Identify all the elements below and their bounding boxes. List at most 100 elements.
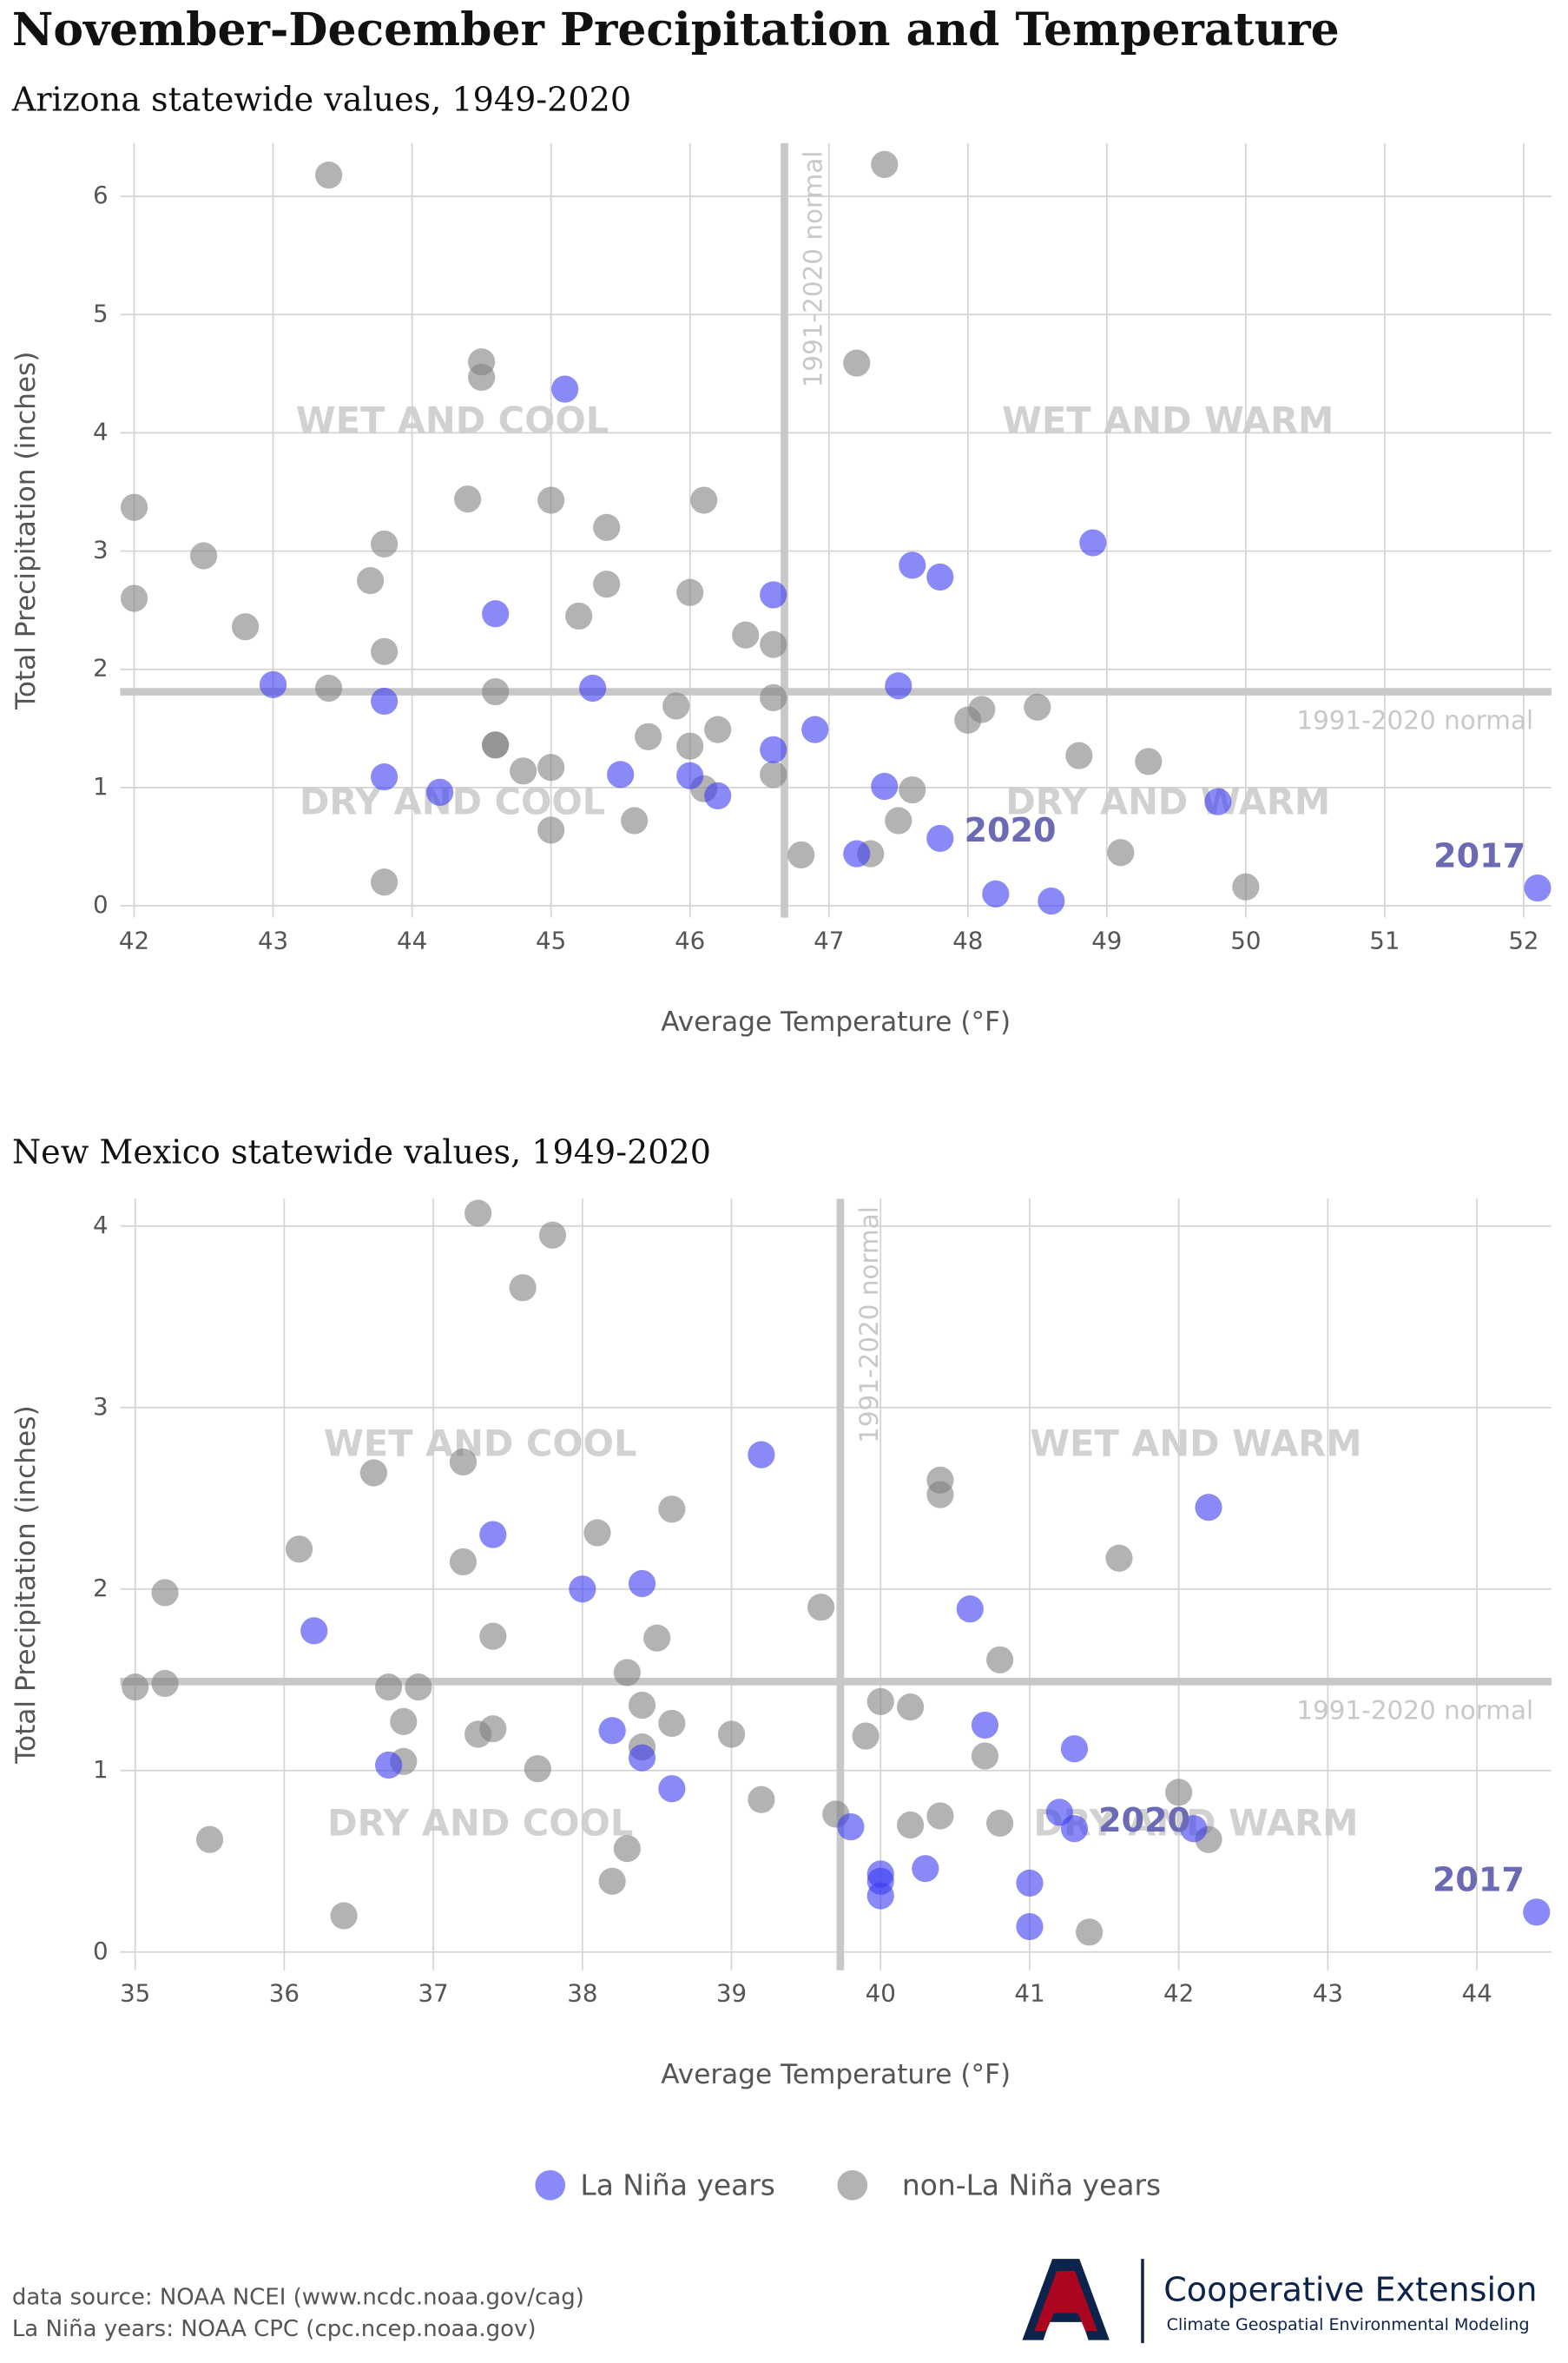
point <box>468 363 496 392</box>
point <box>871 772 899 801</box>
point <box>968 696 996 723</box>
point <box>259 670 287 698</box>
point <box>982 880 1010 908</box>
quadrant-label: WET AND WARM <box>1002 399 1334 442</box>
y-tick-label: 2 <box>93 1574 109 1602</box>
x-tick-label: 36 <box>269 1978 300 2007</box>
point <box>971 1711 999 1739</box>
source-note: data source: NOAA NCEI (www.ncdc.noaa.go… <box>12 2285 584 2311</box>
title: November-December Precipitation and Temp… <box>12 3 1340 56</box>
source-note: La Niña years: NOAA CPC (cpc.ncep.noaa.g… <box>12 2316 537 2342</box>
quadrant-label: WET AND WARM <box>1030 1422 1361 1464</box>
point <box>843 840 871 868</box>
point <box>482 600 510 628</box>
point <box>579 674 607 703</box>
x-tick-label: 37 <box>418 1978 449 2007</box>
point <box>628 1569 656 1598</box>
point <box>449 1448 478 1476</box>
point <box>628 1691 656 1719</box>
point <box>760 581 787 609</box>
x-tick-label: 49 <box>1091 926 1122 954</box>
point <box>1060 1815 1089 1843</box>
x-tick-label: 48 <box>952 926 983 954</box>
legend-marker <box>837 2169 868 2201</box>
point <box>662 692 690 720</box>
point <box>357 567 385 595</box>
point <box>926 1802 954 1830</box>
legend-marker <box>535 2169 566 2201</box>
point <box>482 677 510 706</box>
normal-label: 1991-2020 normal <box>1296 706 1533 736</box>
y-tick-label: 3 <box>93 536 109 564</box>
point-label: 2017 <box>1433 1861 1525 1899</box>
point <box>593 513 621 541</box>
point <box>405 1673 432 1701</box>
point <box>120 493 148 521</box>
point <box>189 542 218 570</box>
point <box>151 1579 179 1607</box>
x-tick-label: 44 <box>397 926 427 954</box>
point-label: 2020 <box>1098 1801 1190 1839</box>
point <box>643 1624 671 1652</box>
point <box>613 1835 641 1863</box>
point <box>120 584 148 612</box>
point <box>1523 1898 1551 1926</box>
x-tick-label: 52 <box>1508 926 1538 954</box>
legend-label: non-La Niña years <box>902 2168 1161 2202</box>
point <box>1079 529 1107 557</box>
logo-name: Cooperative Extension <box>1163 2271 1537 2309</box>
point <box>897 1811 925 1839</box>
point <box>658 1775 686 1803</box>
point <box>926 824 954 852</box>
point <box>375 1751 403 1779</box>
point <box>760 736 787 763</box>
point <box>899 551 926 579</box>
quadrant-label: WET AND COOL <box>296 399 609 442</box>
point <box>885 672 912 700</box>
point <box>1195 1494 1222 1521</box>
point <box>524 1755 551 1783</box>
x-tick-label: 39 <box>716 1978 747 2007</box>
legend: La Niña years non-La Niña years <box>535 2168 1161 2202</box>
x-tick-label: 50 <box>1230 926 1261 954</box>
point <box>371 637 399 665</box>
point <box>621 807 649 835</box>
point <box>986 1809 1014 1837</box>
point <box>1165 1779 1193 1806</box>
point <box>371 530 399 558</box>
point <box>912 1855 939 1883</box>
y-tick-label: 5 <box>93 299 109 327</box>
point <box>1180 1815 1208 1843</box>
point-label: 2017 <box>1433 836 1525 875</box>
y-tick-label: 0 <box>93 890 109 919</box>
point <box>509 1274 537 1302</box>
point <box>231 613 260 641</box>
x-tick-label: 45 <box>536 926 566 954</box>
point <box>986 1646 1014 1673</box>
point <box>371 687 399 716</box>
x-tick-label: 40 <box>866 1978 896 2007</box>
x-axis-label: Average Temperature (°F) <box>661 1007 1011 1038</box>
point <box>195 1825 224 1853</box>
x-tick-label: 38 <box>567 1978 597 2007</box>
point <box>371 868 399 896</box>
point <box>315 162 343 189</box>
normal-label: 1991-2020 normal <box>854 1206 884 1443</box>
point <box>658 1709 686 1738</box>
x-tick-label: 46 <box>675 926 705 954</box>
point <box>897 1693 925 1721</box>
y-tick-label: 1 <box>93 772 109 801</box>
point <box>676 578 704 606</box>
point <box>464 1199 492 1227</box>
point <box>676 762 704 789</box>
point <box>390 1707 418 1735</box>
point <box>1024 693 1051 721</box>
point <box>801 716 829 743</box>
point <box>607 761 635 789</box>
legend-label: La Niña years <box>580 2168 775 2202</box>
normal-label: 1991-2020 normal <box>1296 1696 1533 1726</box>
point <box>760 630 787 658</box>
point <box>151 1669 179 1698</box>
logo: Cooperative Extension Climate Geospatial… <box>1022 2259 1537 2344</box>
